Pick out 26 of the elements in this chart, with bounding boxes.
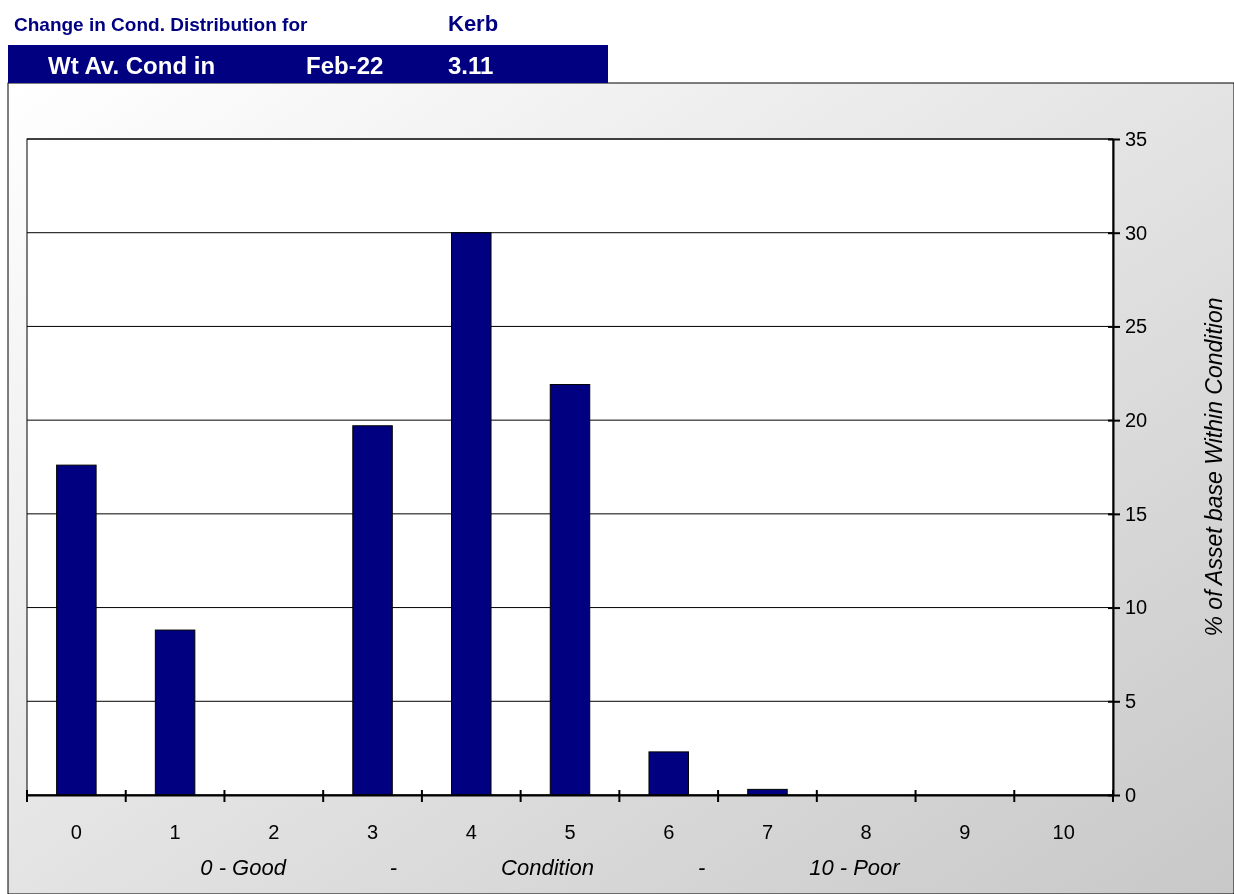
x-tick-label: 1 [169, 821, 181, 844]
x-tick-label: 7 [761, 821, 774, 844]
y-tick-label: 25 [1125, 315, 1148, 338]
x-axis-title: 0 - Good - Condition - 10 - Poor [200, 855, 902, 880]
text: Wt Av. Cond in [48, 52, 216, 79]
text: 3.11 [448, 52, 494, 79]
chart-subtitle: Kerb [448, 11, 499, 36]
y-tick-label: 20 [1125, 409, 1148, 432]
y-tick-label: 15 [1125, 502, 1148, 525]
y-tick-label: 30 [1125, 221, 1148, 244]
chart-title: Change in Cond. Distribution for [14, 14, 309, 35]
x-tick-label: 10 [1052, 821, 1075, 844]
y-tick-label: 35 [1125, 127, 1148, 150]
x-tick-label: 5 [564, 821, 576, 844]
x-tick-label: 9 [959, 821, 971, 844]
x-tick-label: 6 [663, 821, 675, 844]
y-tick-label: 0 [1125, 783, 1137, 806]
x-tick-label: 0 [70, 821, 82, 844]
y-tick-label: 5 [1125, 690, 1137, 713]
y-axis-title: % of Asset base Within Condition [1201, 297, 1227, 637]
y-tick-label: 10 [1125, 596, 1148, 619]
x-tick-label: 2 [268, 821, 280, 844]
x-tick-label: 8 [860, 821, 872, 844]
x-tick-label: 4 [465, 821, 477, 844]
text: Feb-22 [306, 52, 384, 79]
x-tick-label: 3 [366, 821, 379, 844]
